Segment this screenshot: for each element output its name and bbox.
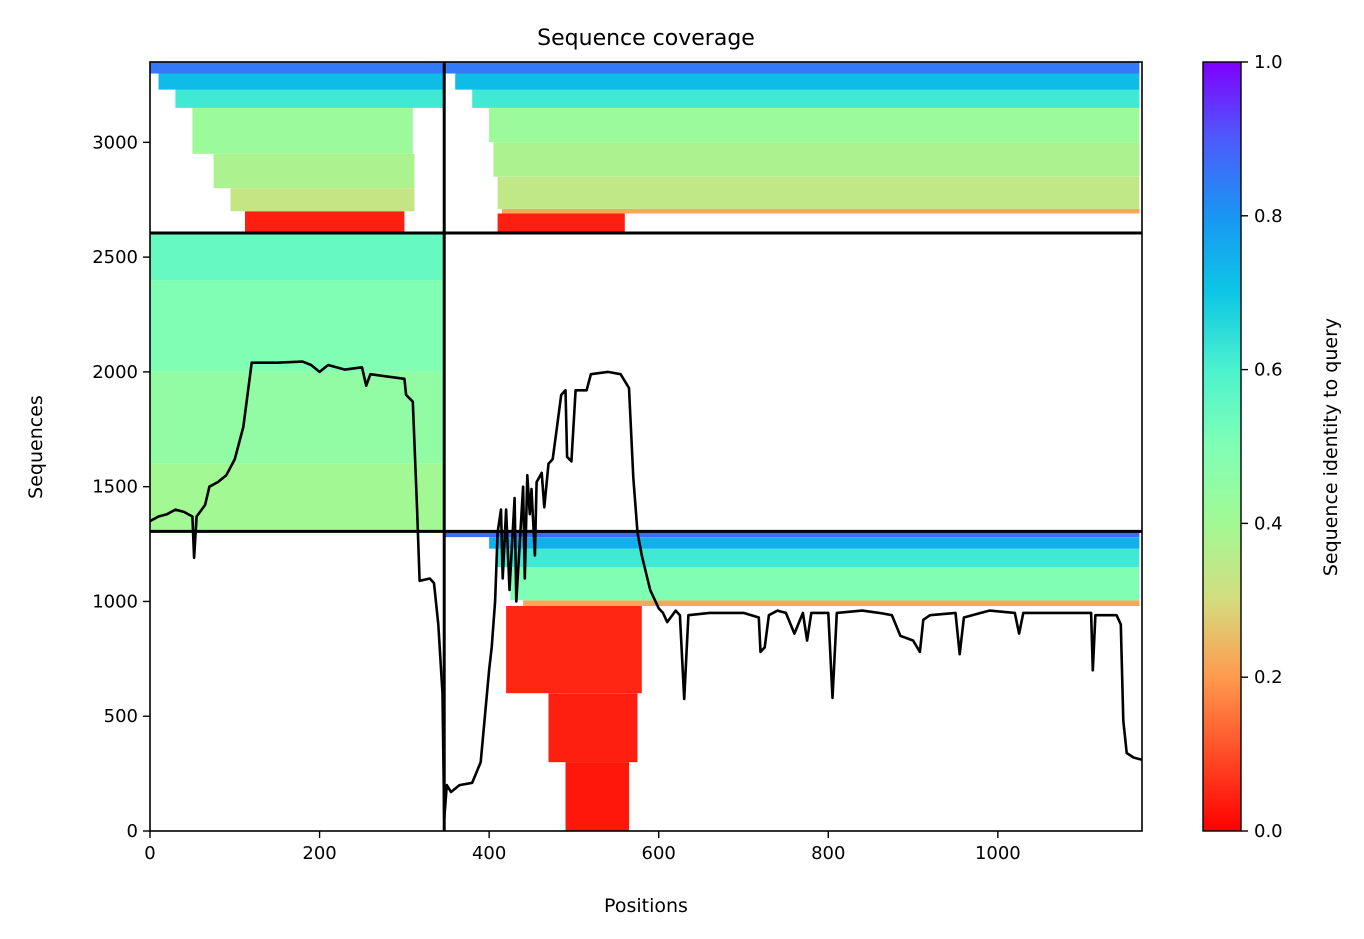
colorbar [1202,61,1242,832]
colorbar-tick-label: 0.6 [1254,360,1283,381]
block-bottom-right [444,531,1140,831]
heatmap-band-top-right-4 [489,107,1140,143]
x-axis-label: Positions [604,895,688,917]
heatmap-band-middle-left-1 [150,371,445,464]
y-tick-label: 1500 [92,477,138,498]
colorbar-tick-label: 0.2 [1254,667,1283,688]
colorbar-tick-label: 0.0 [1254,821,1283,842]
y-tick-label: 2500 [92,247,138,268]
x-tick-label: 200 [302,843,336,864]
heatmap-band-bottom-right-4 [510,567,1140,601]
heatmap-band-bottom-right-6 [489,537,1140,549]
plot-frame [149,61,1143,832]
heatmap-band-top-right-3 [493,142,1140,177]
y-axis-label: Sequences [25,395,47,499]
block-top-left [150,62,445,233]
heatmap-band-bottom-right-7 [444,531,1140,538]
heatmap-band-bottom-right-2 [506,606,642,694]
colorbar-ticks: 0.0 0.2 0.4 0.6 0.8 1.0 [1241,52,1283,842]
heatmap-band-bottom-right-1 [548,693,638,763]
heatmap-band-top-right-0 [497,213,625,233]
coverage-line [150,360,1142,821]
heatmap-band-top-right-2 [497,176,1140,209]
coverage-line-layer [150,360,1142,821]
heatmap-band-top-right-6 [455,73,1140,90]
x-tick-label: 400 [472,843,506,864]
heatmap-band-middle-left-3 [150,233,445,281]
block-boundaries [150,62,1142,831]
heatmap-band-middle-left-2 [150,280,445,372]
y-tick-label: 3000 [92,132,138,153]
heatmap-band-bottom-right-0 [565,762,630,831]
colorbar-tick-label: 0.8 [1254,206,1283,227]
heatmap-band-top-right-7 [444,62,1140,74]
heatmap-band-top-left-2 [213,153,415,189]
heatmap-band-top-left-5 [158,73,445,90]
heatmap-band-top-right-5 [472,89,1140,108]
x-tick-label: 0 [144,843,155,864]
x-tick-label: 800 [811,843,845,864]
block-top-right [444,62,1140,233]
x-tick-label: 1000 [975,843,1021,864]
colorbar-tick-label: 0.4 [1254,513,1283,534]
colorbar-tick-label: 1.0 [1254,52,1283,73]
x-tick-label: 600 [642,843,676,864]
chart-title: Sequence coverage [537,26,755,51]
heatmap-band-top-right-1 [501,208,1140,214]
heatmap-band-top-left-0 [245,211,405,233]
heatmap-band-top-left-6 [150,62,445,74]
heatmap-band-top-left-3 [192,107,413,154]
heatmap-band-bottom-right-3 [523,600,1140,606]
y-axis-ticks: 0 500 1000 1500 2000 2500 3000 [92,132,150,842]
heatmap-band-middle-left-0 [150,463,445,532]
heatmap-band-top-left-4 [175,89,445,108]
y-tick-label: 1000 [92,591,138,612]
y-tick-label: 500 [104,706,138,727]
heatmap-band-top-left-1 [230,188,415,212]
alignment-blocks [150,62,1140,831]
heatmap-band-bottom-right-5 [497,548,1140,568]
x-axis-ticks: 0 200 400 600 800 1000 [144,831,1021,864]
colorbar-label: Sequence identity to query [1320,318,1342,576]
y-tick-label: 0 [127,821,138,842]
y-tick-label: 2000 [92,362,138,383]
block-middle-left [150,233,445,532]
